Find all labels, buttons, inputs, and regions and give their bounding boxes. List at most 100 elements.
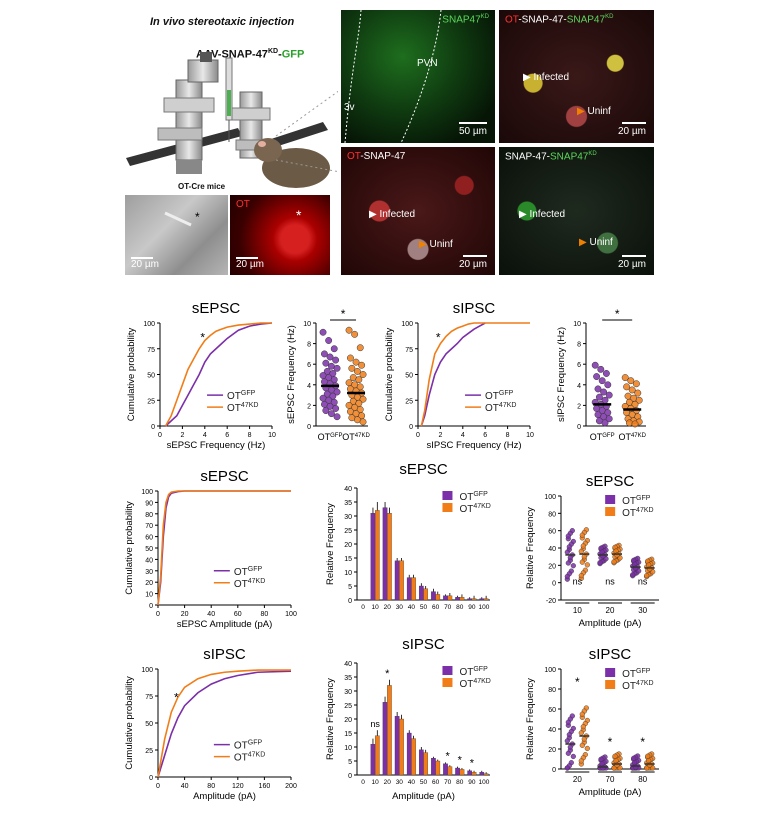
B-point-1-0: [345, 326, 353, 334]
H-y-tick-label-0: 0: [149, 775, 153, 782]
F-ylabel: Relative Frequency: [325, 503, 336, 585]
G-y-tick-label-1: 0: [552, 581, 556, 588]
F-x-tick-label-2: 20: [384, 604, 392, 611]
B-point-0-19: [333, 388, 341, 396]
G-point-0-0-8: [565, 560, 571, 566]
G-point-1-1-14: [611, 559, 617, 565]
I-x-tick-label-7: 70: [444, 779, 452, 786]
F-x-tick-label-3: 30: [396, 604, 404, 611]
G-point-1-0-8: [579, 559, 585, 565]
J-legend-base-1: OT: [622, 681, 636, 692]
G-point-1-0-17: [581, 554, 587, 560]
A-x-tick-label-0: 0: [158, 432, 162, 439]
merge-infected-label: ▶ Infected: [523, 72, 570, 83]
G-ylabel: Relative Frequency: [525, 507, 536, 589]
B-y-tick-label-3: 6: [307, 362, 311, 369]
B-point-0-8: [333, 364, 341, 372]
F-bar-1-2: [387, 513, 392, 601]
B-category-label-1: OT47KD: [342, 432, 370, 442]
E-y-tick-label-7: 70: [145, 523, 153, 530]
merge-label: OT-SNAP-47-SNAP47KD: [505, 14, 614, 26]
I-x-tick-label-4: 40: [408, 779, 416, 786]
J-point-0-0-7: [564, 738, 570, 744]
I-legend-sup-1: 47KD: [473, 678, 491, 685]
J-point-1-0-7: [578, 730, 584, 736]
B-point-1-6: [348, 364, 356, 372]
I-legend-sup-0: GFP: [473, 666, 488, 673]
B-point-1-1: [351, 330, 359, 338]
B-point-0-2: [330, 345, 338, 353]
A-y-tick-label-3: 75: [147, 347, 155, 354]
I-y-tick-label-5: 25: [344, 703, 352, 710]
C-title: sIPSC: [453, 300, 496, 317]
A-y-tick-label-0: 0: [151, 424, 155, 431]
I-annotation-8: *: [458, 755, 463, 767]
C-x-tick-label-1: 2: [438, 432, 442, 439]
B-point-0-30: [333, 413, 341, 421]
F-bar-1-9: [471, 598, 477, 601]
F-legend-label-0: OTGFP: [459, 491, 488, 503]
E-title: sEPSC: [200, 468, 249, 485]
G-legend-sup-1: 47KD: [636, 507, 654, 514]
H-y-tick-label-2: 50: [145, 721, 153, 728]
J-group-label-2: *: [640, 735, 645, 749]
C-x-tick-label-5: 10: [526, 432, 534, 439]
C-x-tick-label-0: 0: [416, 432, 420, 439]
D-point-0-1: [597, 365, 605, 373]
F-x-tick-label-6: 60: [432, 604, 440, 611]
dic-inset: * 20 µm: [125, 195, 228, 275]
H-x-tick-label-3: 120: [232, 783, 244, 790]
B-point-1-7: [353, 367, 361, 375]
J-legend-base-0: OT: [622, 669, 636, 680]
F-x-tick-label-10: 100: [479, 604, 490, 611]
E-legend-base-1: OT: [234, 579, 248, 590]
snap47-snap47kd-infected-label: ▶ Infected: [519, 209, 566, 220]
I-x-tick-label-9: 90: [468, 779, 476, 786]
I-bar-1-10: [483, 773, 489, 776]
ot-snap47-scale-bar: [463, 255, 487, 257]
I-annotation-1: ns: [370, 719, 380, 729]
E-y-tick-label-4: 40: [145, 557, 153, 564]
E-x-tick-label-1: 20: [181, 611, 189, 618]
D-point-1-5: [634, 389, 642, 397]
D-category-base-0: OT: [590, 432, 603, 442]
F-x-tick-label-8: 80: [456, 604, 464, 611]
D-point-1-8: [635, 396, 643, 404]
F-y-tick-label-6: 30: [344, 514, 352, 521]
J-point-0-0-13: [570, 753, 576, 760]
I-bar-0-6: [431, 758, 436, 776]
G-group-label-1: ns: [605, 577, 615, 587]
G-y-tick-label-2: 20: [548, 563, 556, 570]
B-point-1-4: [352, 358, 360, 366]
B-y-tick-label-2: 4: [307, 383, 311, 390]
G-legend-sup-0: GFP: [636, 495, 651, 502]
C-x-tick-label-3: 6: [483, 432, 487, 439]
D-y-tick-label-4: 8: [577, 342, 581, 349]
C-y-tick-label-3: 75: [405, 347, 413, 354]
F-bar-1-6: [435, 594, 441, 601]
D-point-0-5: [604, 381, 612, 389]
C-legend-sup-1: 47KD: [499, 402, 517, 409]
J-point-0-0-14: [564, 765, 570, 771]
F-x-tick-label-9: 90: [468, 604, 476, 611]
D-point-0-3: [593, 373, 601, 381]
F-x-tick-label-1: 10: [372, 604, 380, 611]
E-y-tick-label-3: 30: [145, 569, 153, 576]
B-y-tick-label-0: 0: [307, 424, 311, 431]
B-point-0-5: [332, 356, 340, 364]
I-annotation-9: *: [470, 757, 475, 769]
B-point-1-3: [346, 354, 354, 362]
I-legend-base-0: OT: [459, 667, 473, 678]
B-point-0-6: [322, 359, 330, 367]
G-x-tick-label-0: 10: [573, 606, 582, 615]
G-xlabel: Amplitude (pA): [579, 618, 642, 629]
A-x-tick-label-2: 4: [203, 432, 207, 439]
B-category-base-0: OT: [318, 432, 331, 442]
C-legend-base-1: OT: [485, 403, 499, 414]
F-legend-swatch-0: [442, 491, 453, 500]
I-bar-0-8: [455, 767, 460, 776]
I-x-tick-label-5: 50: [420, 779, 428, 786]
I-x-tick-label-10: 100: [479, 779, 490, 786]
E-y-tick-label-9: 90: [145, 500, 153, 507]
J-legend-label-1: OT47KD: [622, 680, 653, 692]
